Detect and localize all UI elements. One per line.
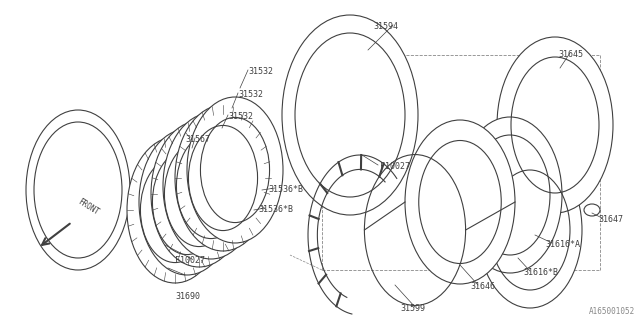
Text: FRONT: FRONT — [76, 197, 100, 217]
Text: 31532: 31532 — [238, 90, 263, 99]
Text: 31532: 31532 — [248, 67, 273, 76]
Ellipse shape — [127, 137, 223, 283]
Ellipse shape — [497, 37, 613, 213]
Text: 31616*B: 31616*B — [523, 268, 558, 277]
Ellipse shape — [175, 105, 271, 251]
Text: 31536*B: 31536*B — [258, 205, 293, 214]
Text: 31532: 31532 — [228, 112, 253, 121]
Ellipse shape — [282, 15, 418, 215]
Text: A165001052: A165001052 — [589, 307, 635, 316]
Ellipse shape — [584, 204, 600, 216]
Text: 31567: 31567 — [185, 135, 210, 144]
Text: 31647: 31647 — [598, 215, 623, 224]
Ellipse shape — [187, 97, 283, 243]
Ellipse shape — [139, 129, 235, 275]
Ellipse shape — [163, 113, 259, 259]
Text: 31599: 31599 — [400, 304, 425, 313]
Ellipse shape — [151, 121, 247, 267]
Text: 31616*A: 31616*A — [545, 240, 580, 249]
Ellipse shape — [458, 117, 562, 273]
Text: 31594: 31594 — [373, 22, 398, 31]
Text: 31690: 31690 — [175, 292, 200, 301]
Ellipse shape — [478, 152, 582, 308]
Ellipse shape — [405, 120, 515, 284]
Text: F10027: F10027 — [175, 256, 205, 265]
Text: F10027: F10027 — [380, 162, 410, 171]
Text: 31646: 31646 — [470, 282, 495, 291]
Text: 31645: 31645 — [558, 50, 583, 59]
Ellipse shape — [26, 110, 130, 270]
Text: 31536*B: 31536*B — [268, 185, 303, 194]
